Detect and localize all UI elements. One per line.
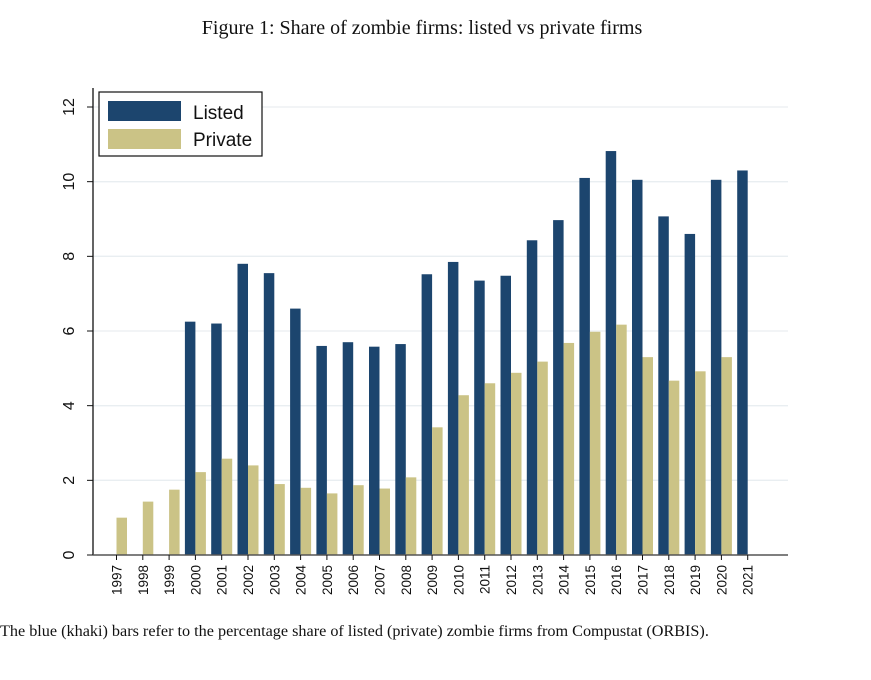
bar-private-2010 bbox=[458, 395, 469, 555]
x-tick-label: 2013 bbox=[530, 565, 545, 595]
x-tick-label: 2011 bbox=[478, 565, 493, 594]
x-tick-label: 2008 bbox=[399, 565, 414, 595]
x-tick-label: 2004 bbox=[294, 565, 309, 596]
x-tick-label: 2009 bbox=[425, 565, 440, 595]
x-tick-label: 2016 bbox=[609, 565, 624, 595]
bar-private-2002 bbox=[248, 465, 259, 555]
bar-listed-2017 bbox=[632, 179, 643, 556]
y-tick-label: 0 bbox=[61, 550, 78, 559]
legend-label-private: Private bbox=[193, 130, 252, 151]
x-tick-label: 2001 bbox=[215, 565, 230, 595]
bar-private-1997 bbox=[116, 517, 127, 555]
bar-private-2004 bbox=[300, 487, 312, 555]
x-tick-label: 2020 bbox=[714, 565, 729, 595]
bar-private-2009 bbox=[432, 427, 443, 555]
bar-private-2014 bbox=[563, 342, 575, 555]
bar-listed-2006 bbox=[342, 342, 354, 555]
bar-chart: 0 2 4 6 8 10 12 1997 1998 1999 2000 2001 2002 2003 20… bbox=[61, 88, 788, 595]
bar-listed-2008 bbox=[395, 344, 406, 555]
bar-private-2013 bbox=[537, 361, 548, 555]
bar-listed-2013 bbox=[526, 240, 538, 555]
bar-listed-2018 bbox=[658, 216, 669, 556]
bar-private-2020 bbox=[721, 357, 732, 555]
x-tick-label: 2006 bbox=[346, 565, 361, 595]
bar-listed-2016 bbox=[605, 151, 617, 555]
x-axis-ticks: 1997 1998 1999 2000 2001 2002 2003 2004 2005 2006… bbox=[110, 555, 756, 595]
x-tick-label: 2010 bbox=[451, 565, 466, 595]
bar-listed-2001 bbox=[211, 323, 222, 555]
bar-listed-2007 bbox=[369, 346, 380, 555]
bar-listed-2011 bbox=[474, 280, 485, 555]
bar-listed-2021 bbox=[737, 170, 748, 555]
bar-private-2003 bbox=[274, 484, 285, 555]
legend-swatch-listed bbox=[108, 101, 181, 121]
bar-listed-2009 bbox=[421, 274, 433, 555]
y-tick-label: 12 bbox=[61, 98, 78, 116]
legend-label-listed: Listed bbox=[193, 103, 244, 124]
bar-private-2000 bbox=[195, 472, 206, 555]
x-tick-label: 2019 bbox=[688, 565, 703, 595]
figure-caption: The blue (khaki) bars refer to the perce… bbox=[0, 622, 709, 640]
x-tick-label: 2021 bbox=[741, 565, 756, 595]
bar-listed-2012 bbox=[500, 275, 511, 555]
figure-title: Figure 1: Share of zombie firms: listed … bbox=[201, 17, 643, 39]
x-tick-label: 2000 bbox=[188, 565, 203, 595]
x-tick-label: 2012 bbox=[504, 565, 519, 595]
gridlines bbox=[93, 106, 788, 481]
bars bbox=[116, 151, 748, 556]
legend: Listed Private bbox=[98, 91, 263, 157]
y-tick-label: 8 bbox=[61, 252, 78, 261]
x-tick-label: 2007 bbox=[373, 565, 388, 595]
bar-listed-2019 bbox=[684, 233, 696, 555]
bar-private-2012 bbox=[511, 372, 522, 555]
x-tick-label: 2002 bbox=[241, 565, 256, 595]
bar-listed-2010 bbox=[447, 261, 459, 555]
bar-private-2016 bbox=[616, 324, 627, 555]
bar-private-2018 bbox=[668, 380, 680, 555]
bar-listed-2004 bbox=[290, 308, 301, 555]
bar-listed-2020 bbox=[710, 179, 722, 556]
bar-listed-2014 bbox=[553, 220, 564, 555]
x-tick-label: 1999 bbox=[162, 565, 177, 595]
y-tick-label: 4 bbox=[61, 401, 78, 410]
bar-private-2006 bbox=[353, 485, 364, 555]
x-tick-label: 1997 bbox=[110, 565, 125, 595]
bar-private-1998 bbox=[142, 501, 154, 555]
bar-private-2007 bbox=[379, 488, 390, 555]
y-tick-label: 10 bbox=[61, 173, 78, 191]
bar-private-2005 bbox=[326, 493, 338, 555]
bar-listed-2003 bbox=[263, 273, 275, 555]
x-tick-label: 2017 bbox=[636, 565, 651, 595]
x-tick-label: 1998 bbox=[136, 565, 151, 595]
bar-listed-2000 bbox=[184, 321, 196, 555]
x-tick-label: 2005 bbox=[320, 565, 335, 595]
x-tick-label: 2015 bbox=[583, 565, 598, 595]
bar-private-1999 bbox=[169, 489, 180, 555]
bar-private-2015 bbox=[589, 331, 601, 555]
bar-private-2019 bbox=[695, 371, 706, 555]
y-tick-label: 6 bbox=[61, 326, 78, 335]
bar-private-2017 bbox=[642, 357, 653, 555]
bar-private-2011 bbox=[484, 383, 496, 555]
bar-listed-2015 bbox=[579, 177, 590, 555]
x-tick-label: 2003 bbox=[267, 565, 282, 595]
bar-listed-2005 bbox=[316, 345, 327, 555]
bar-private-2001 bbox=[221, 458, 233, 555]
axes bbox=[92, 88, 788, 556]
y-axis-ticks: 0 2 4 6 8 10 12 bbox=[61, 98, 93, 559]
x-tick-label: 2018 bbox=[662, 565, 677, 595]
y-tick-label: 2 bbox=[61, 476, 78, 485]
x-tick-label: 2014 bbox=[557, 565, 572, 596]
bar-private-2008 bbox=[405, 477, 417, 555]
bar-listed-2002 bbox=[237, 263, 248, 555]
legend-swatch-private bbox=[108, 129, 181, 149]
